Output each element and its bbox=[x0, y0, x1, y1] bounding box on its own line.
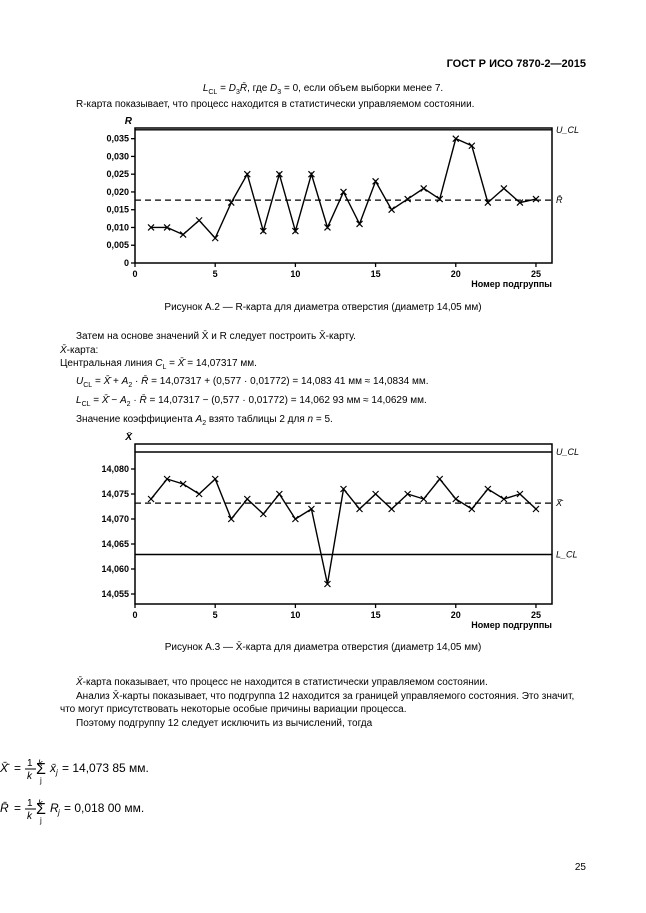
bt-l3: Центральная линия CL = X̄̄ = 14,07317 мм… bbox=[60, 357, 586, 372]
svg-text:k: k bbox=[27, 811, 33, 822]
svg-text:L_CL: L_CL bbox=[556, 550, 578, 560]
bt-l5: LCL = X̄̄ − A2 · R̄ = 14,07317 − (0,577 … bbox=[60, 394, 586, 409]
svg-text:14,075: 14,075 bbox=[101, 489, 129, 499]
svg-text:0,025: 0,025 bbox=[106, 169, 129, 179]
svg-text:0,035: 0,035 bbox=[106, 134, 129, 144]
bp1: X̄-карта показывает, что процесс не нахо… bbox=[60, 676, 586, 690]
svg-text:14,065: 14,065 bbox=[101, 539, 129, 549]
svg-text:j: j bbox=[39, 776, 42, 785]
svg-text:0,030: 0,030 bbox=[106, 151, 129, 161]
page: ГОСТ Р ИСО 7870-2—2015 LCL = D3R̄, где D… bbox=[0, 0, 646, 913]
svg-text:20: 20 bbox=[451, 610, 461, 620]
svg-text:X̄̄: X̄̄ bbox=[0, 761, 10, 775]
svg-text:k: k bbox=[27, 771, 33, 782]
svg-text:=: = bbox=[14, 801, 21, 815]
svg-text:X̄: X̄ bbox=[124, 432, 133, 443]
doc-header: ГОСТ Р ИСО 7870-2—2015 bbox=[447, 58, 586, 70]
chart-a3: 14,055 14,060 14,065 14,070 14,075 14,080 0 5 10… bbox=[90, 432, 580, 632]
formula-2: R̄ = 1 k k Σ j R j = 0,018 00 мм. bbox=[0, 792, 646, 826]
svg-text:R̄: R̄ bbox=[556, 195, 563, 205]
svg-text:14,055: 14,055 bbox=[101, 589, 129, 599]
svg-text:14,070: 14,070 bbox=[101, 514, 129, 524]
fig-a2-caption: Рисунок А.2 — R-карта для диаметра отвер… bbox=[0, 302, 646, 313]
svg-text:25: 25 bbox=[531, 269, 541, 279]
svg-text:0: 0 bbox=[124, 258, 129, 268]
eq-lcl-d3: LCL = D3R̄, где D3 = 0, если объем выбор… bbox=[60, 82, 586, 97]
bt-l4: UCL = X̄̄ + A2 · R̄ = 14,07317 + (0,577 … bbox=[60, 375, 586, 390]
svg-text:=: = bbox=[14, 761, 21, 775]
bt-l1: Затем на основе значений X̄ и R следует … bbox=[60, 330, 586, 344]
bp3: Поэтому подгруппу 12 следует исключить и… bbox=[60, 717, 586, 731]
svg-text:0,015: 0,015 bbox=[106, 205, 129, 215]
svg-text:1: 1 bbox=[27, 758, 33, 769]
svg-text:= 14,073 85 мм.: = 14,073 85 мм. bbox=[62, 761, 149, 775]
svg-text:1: 1 bbox=[27, 798, 33, 809]
bottom-block: X̄-карта показывает, что процесс не нахо… bbox=[60, 676, 586, 730]
r-card-text: R-карта показывает, что процесс находитс… bbox=[60, 98, 586, 111]
chart-a2: 0 0,005 0,010 0,015 0,020 0,025 0,030 0,035 0 5 10… bbox=[90, 116, 580, 291]
svg-text:10: 10 bbox=[290, 269, 300, 279]
bt-l6: Значение коэффициента A2 взято таблицы 2… bbox=[60, 413, 586, 428]
svg-text:10: 10 bbox=[290, 610, 300, 620]
svg-text:15: 15 bbox=[371, 269, 381, 279]
svg-text:j: j bbox=[55, 768, 58, 777]
svg-text:0,010: 0,010 bbox=[106, 222, 129, 232]
formula-1: X̄̄ = 1 k k Σ j x̄ j = 14,073 85 мм. bbox=[0, 752, 646, 786]
svg-text:X̄̄: X̄̄ bbox=[555, 498, 564, 508]
svg-text:0: 0 bbox=[132, 610, 137, 620]
svg-text:14,080: 14,080 bbox=[101, 464, 129, 474]
svg-text:= 0,018 00 мм.: = 0,018 00 мм. bbox=[64, 801, 144, 815]
bt-l2: X̄-карта: bbox=[60, 344, 586, 358]
svg-text:25: 25 bbox=[531, 610, 541, 620]
svg-text:R: R bbox=[125, 116, 133, 127]
svg-text:Номер подгруппы: Номер подгруппы bbox=[471, 279, 552, 289]
svg-text:0: 0 bbox=[132, 269, 137, 279]
page-number: 25 bbox=[575, 862, 586, 873]
svg-text:15: 15 bbox=[371, 610, 381, 620]
svg-text:U_CL: U_CL bbox=[556, 447, 579, 457]
svg-text:20: 20 bbox=[451, 269, 461, 279]
fig-a3-caption: Рисунок А.3 — X̄-карта для диаметра отве… bbox=[0, 642, 646, 653]
svg-text:Номер подгруппы: Номер подгруппы bbox=[471, 620, 552, 630]
svg-text:5: 5 bbox=[213, 610, 218, 620]
svg-text:j: j bbox=[57, 808, 60, 817]
svg-text:j: j bbox=[39, 816, 42, 825]
bp2: Анализ X̄-карты показывает, что подгрупп… bbox=[60, 690, 586, 717]
svg-text:R̄: R̄ bbox=[0, 801, 9, 815]
svg-text:0,005: 0,005 bbox=[106, 240, 129, 250]
between-block: Затем на основе значений X̄ и R следует … bbox=[60, 330, 586, 429]
svg-text:5: 5 bbox=[213, 269, 218, 279]
svg-text:0,020: 0,020 bbox=[106, 187, 129, 197]
svg-text:U_CL: U_CL bbox=[556, 125, 579, 135]
svg-text:14,060: 14,060 bbox=[101, 564, 129, 574]
